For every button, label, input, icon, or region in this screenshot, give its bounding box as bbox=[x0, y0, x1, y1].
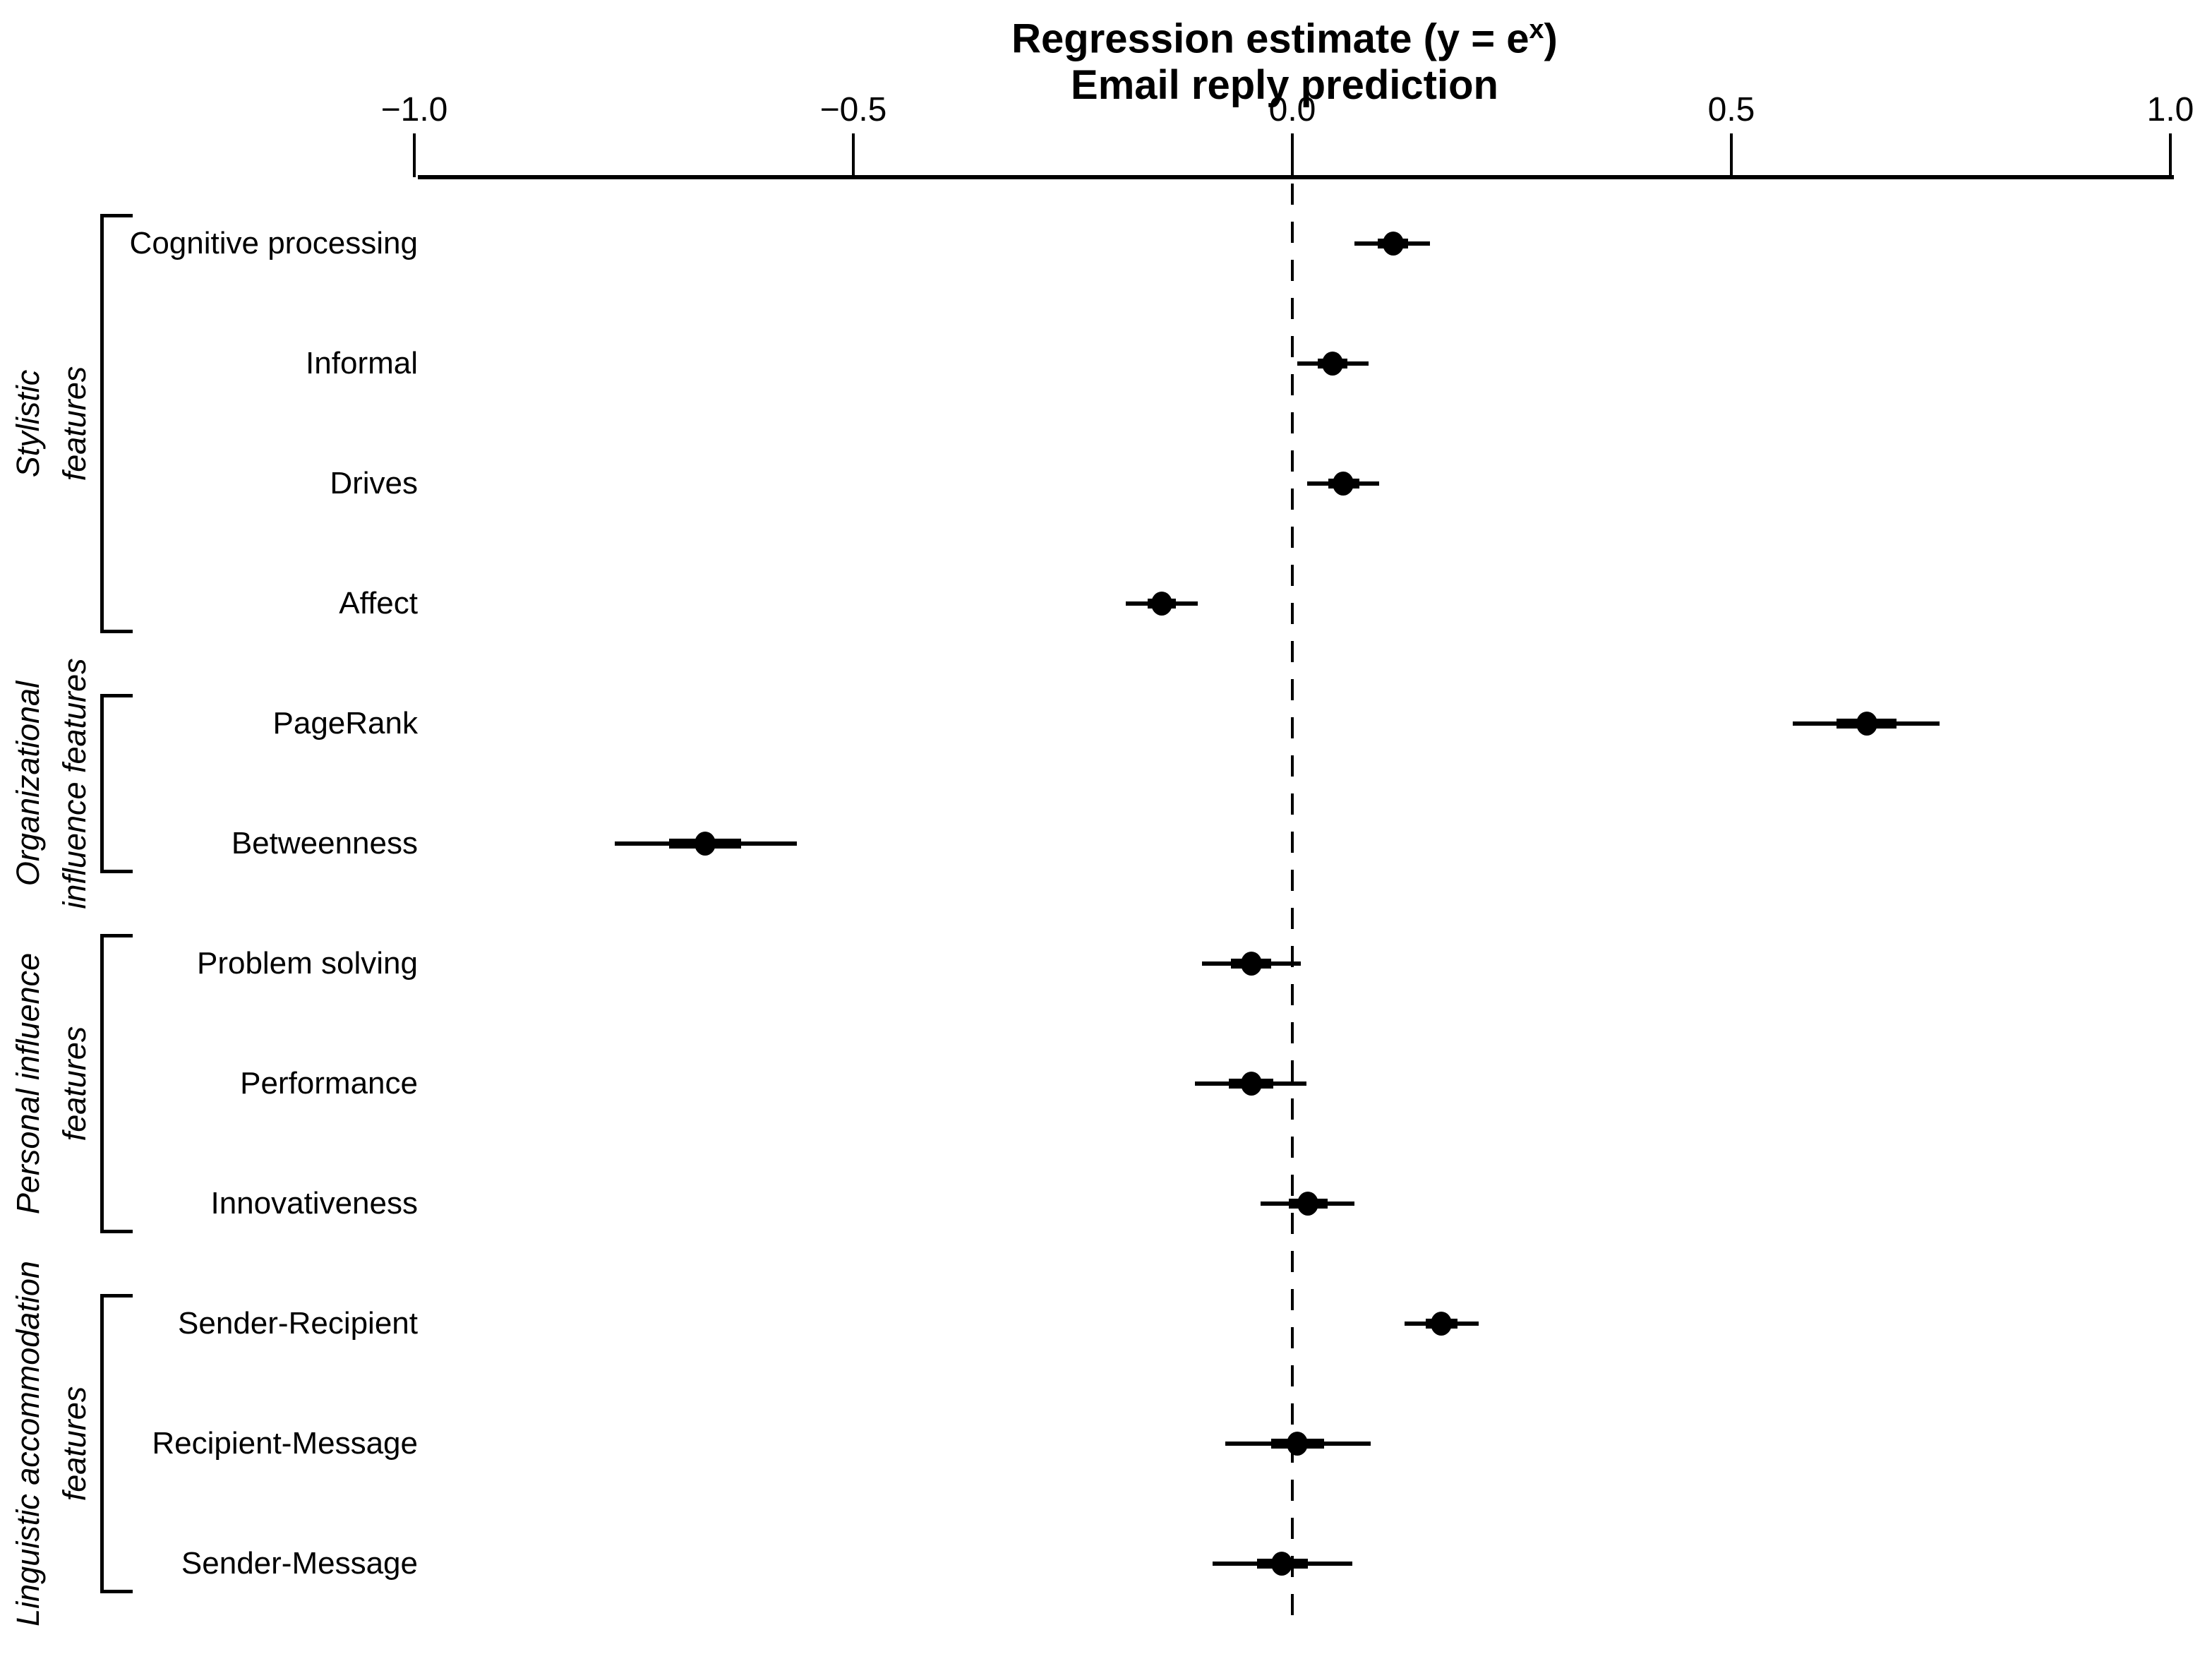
x-axis-tick bbox=[413, 133, 416, 177]
group-bracket-bottom-tick bbox=[100, 1590, 133, 1593]
chart-title-line1: Regression estimate (y = ex) bbox=[1011, 14, 1558, 62]
group-label-line1: Linguistic accommodation bbox=[10, 1261, 46, 1626]
group-label-line2: features bbox=[56, 1386, 92, 1502]
group-bracket-top-tick bbox=[100, 1294, 133, 1298]
group-label-line1: Personal influence bbox=[10, 952, 46, 1215]
chart-title-line2: Email reply prediction bbox=[1071, 62, 1498, 109]
row-label: Drives bbox=[330, 466, 418, 501]
row-label: Innovativeness bbox=[210, 1186, 418, 1221]
group-bracket-bottom-tick bbox=[100, 870, 133, 873]
estimate-point bbox=[1383, 232, 1405, 256]
estimate-point bbox=[1333, 472, 1354, 496]
x-tick-label: −0.5 bbox=[819, 91, 887, 128]
estimate-point bbox=[1322, 352, 1344, 376]
estimate-point bbox=[1287, 1432, 1309, 1456]
estimate-point bbox=[1297, 1192, 1319, 1216]
group-bracket-line bbox=[100, 934, 104, 1233]
x-tick-label: 0.0 bbox=[1268, 91, 1316, 128]
x-tick-label: −1.0 bbox=[380, 91, 448, 128]
estimate-point bbox=[1240, 952, 1262, 976]
x-axis-tick bbox=[2169, 133, 2172, 177]
group-bracket-top-tick bbox=[100, 934, 133, 937]
title-exponent: x bbox=[1529, 14, 1544, 44]
zero-reference-line bbox=[1291, 184, 1294, 1622]
x-tick-label: 1.0 bbox=[2146, 91, 2194, 128]
row-label: Recipient-Message bbox=[152, 1426, 418, 1461]
row-label: Betweenness bbox=[231, 826, 418, 861]
group-label-line1: Organizational bbox=[10, 681, 46, 887]
estimate-point bbox=[1856, 712, 1877, 736]
estimate-point bbox=[1271, 1552, 1293, 1576]
group-bracket-line bbox=[100, 1294, 104, 1593]
group-label: Stylistic features bbox=[5, 366, 98, 481]
row-label: Cognitive processing bbox=[129, 226, 418, 260]
row-label: PageRank bbox=[272, 706, 418, 741]
row-label: Affect bbox=[339, 586, 418, 621]
x-axis-line bbox=[418, 175, 2174, 179]
group-label-line1: Stylistic bbox=[10, 369, 46, 478]
x-axis-tick bbox=[1291, 133, 1294, 177]
group-bracket-top-tick bbox=[100, 214, 133, 217]
estimate-point bbox=[694, 832, 716, 856]
row-label: Problem solving bbox=[196, 946, 418, 981]
estimate-point bbox=[1150, 592, 1172, 616]
group-bracket-top-tick bbox=[100, 694, 133, 697]
row-label: Informal bbox=[306, 346, 418, 380]
x-tick-label: 0.5 bbox=[1707, 91, 1755, 128]
group-label: Personal influence features bbox=[5, 953, 98, 1214]
x-axis-tick bbox=[852, 133, 855, 177]
chart-title: Regression estimate (y = ex) Email reply… bbox=[1011, 6, 1558, 109]
group-bracket-bottom-tick bbox=[100, 1230, 133, 1233]
estimate-point bbox=[1431, 1312, 1453, 1336]
group-label: Linguistic accommodation features bbox=[5, 1261, 98, 1626]
row-label: Sender-Message bbox=[181, 1546, 418, 1581]
group-label-line2: features bbox=[56, 1026, 92, 1141]
group-bracket-bottom-tick bbox=[100, 630, 133, 633]
row-label: Performance bbox=[240, 1066, 418, 1101]
estimate-point bbox=[1240, 1072, 1262, 1096]
group-bracket-line bbox=[100, 694, 104, 873]
group-label-line2: influence features bbox=[56, 658, 92, 909]
x-axis-tick bbox=[1730, 133, 1733, 177]
group-label: Organizational influence features bbox=[5, 658, 98, 909]
row-label: Sender-Recipient bbox=[178, 1306, 418, 1341]
group-bracket-line bbox=[100, 214, 104, 633]
group-label-line2: features bbox=[56, 366, 92, 481]
